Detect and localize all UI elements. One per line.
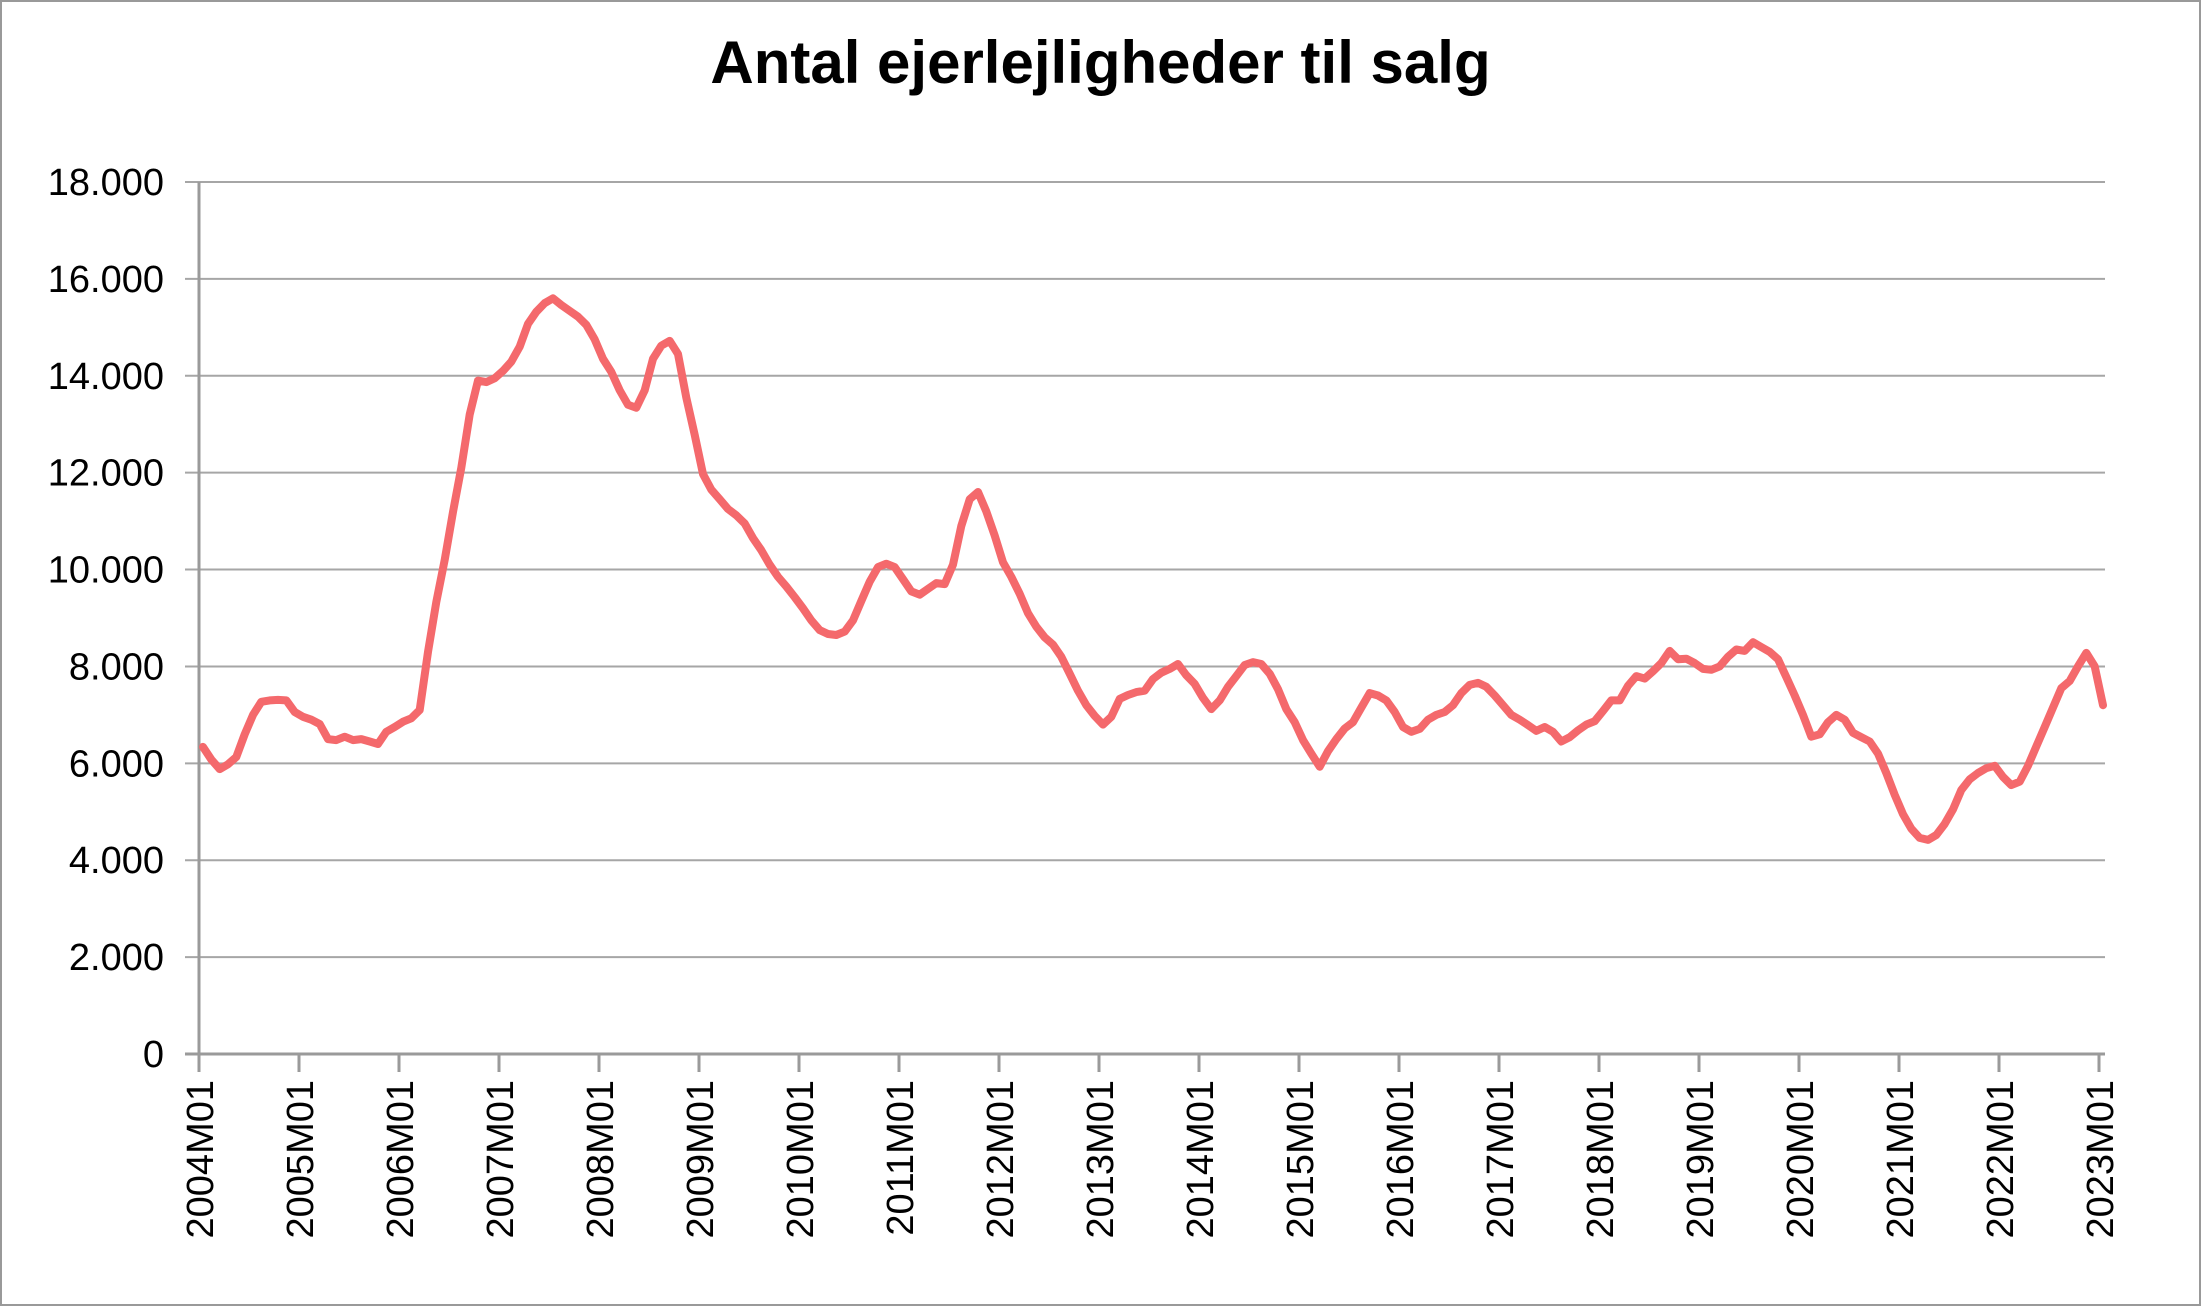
x-axis-tick-label: 2013M01 [1080,1080,1122,1238]
x-axis-tick-label: 2016M01 [1380,1080,1422,1238]
y-axis-tick-label: 10.000 [48,550,164,592]
x-axis-tick-label: 2005M01 [280,1080,322,1238]
x-axis-tick-label: 2020M01 [1780,1080,1822,1238]
y-axis-tick-label: 6.000 [69,743,164,785]
y-axis-tick-label: 12.000 [48,453,164,495]
y-axis-tick-label: 16.000 [48,259,164,301]
x-axis-tick-label: 2010M01 [780,1080,822,1238]
x-axis-tick-label: 2008M01 [580,1080,622,1238]
y-axis-tick-label: 2.000 [69,937,164,979]
x-axis-tick-label: 2012M01 [980,1080,1022,1238]
y-axis-tick-label: 0 [143,1034,164,1076]
chart-title: Antal ejerlejligheder til salg [710,29,1491,96]
x-axis-tick-label: 2021M01 [1880,1080,1922,1238]
y-axis-tick-label: 8.000 [69,646,164,688]
x-axis-tick-label: 2017M01 [1480,1080,1522,1238]
x-axis-tick-label: 2006M01 [380,1080,422,1238]
x-axis-tick-label: 2007M01 [480,1080,522,1238]
x-axis-tick-label: 2011M01 [880,1080,922,1236]
x-axis-tick-label: 2009M01 [680,1080,722,1238]
x-axis-tick-label: 2022M01 [1980,1080,2022,1238]
x-axis-tick-label: 2004M01 [180,1080,222,1238]
y-axis-tick-label: 14.000 [48,356,164,398]
x-axis-tick-label: 2018M01 [1580,1080,1622,1238]
x-axis-tick-label: 2023M01 [2080,1080,2122,1238]
axis-labels-group: 0 2.000 4.000 6.000 8.000 10.000 12.000 14.000 1… [48,162,2122,1238]
axes-group [197,182,2101,1072]
gridlines-group [185,181,2105,1056]
x-axis-tick-label: 2014M01 [1180,1080,1222,1238]
x-axis-tick-label: 2015M01 [1280,1080,1322,1238]
y-axis-tick-label: 4.000 [69,840,164,882]
data-line-ejerlejligheder [199,294,2107,844]
data-series-group [199,294,2107,844]
x-axis-tick-label: 2019M01 [1680,1080,1722,1238]
y-axis-tick-label: 18.000 [48,162,164,204]
